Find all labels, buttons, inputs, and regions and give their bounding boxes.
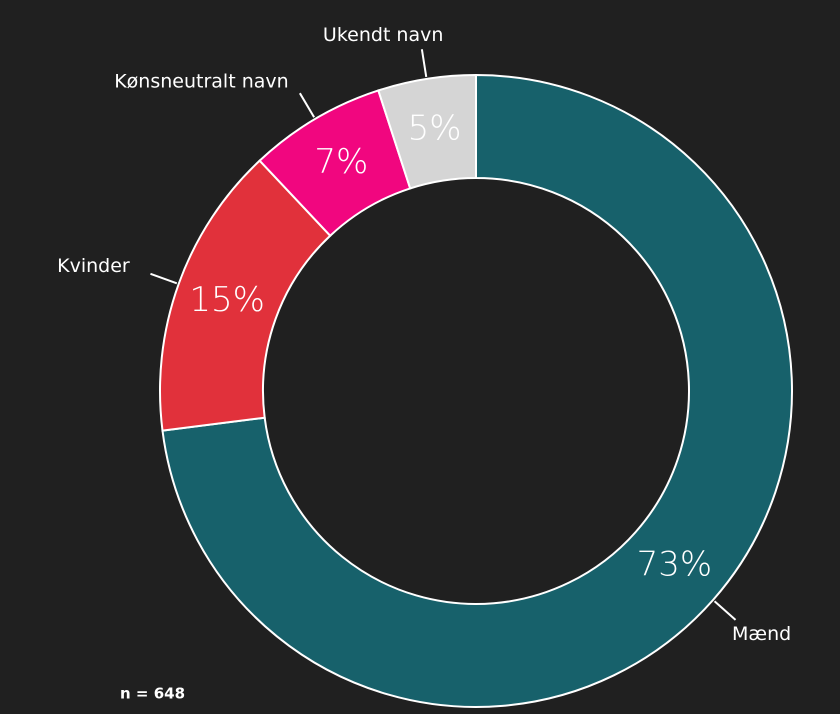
leader-line [150,272,178,285]
donut-segment [161,73,793,708]
value-label: 73% [637,544,713,584]
value-label: 5% [408,108,462,148]
category-label: Ukendt navn [323,24,444,46]
leader-line [713,600,737,621]
value-label: 15% [189,280,265,320]
category-label: Kønsneutralt navn [114,71,288,93]
donut-segment [377,73,477,190]
annotation: n = 648 [120,685,185,703]
category-label: Kvinder [57,255,130,277]
leader-line [299,92,315,118]
value-label: 7% [314,142,368,182]
category-label: Mænd [732,623,791,645]
leader-line [420,49,428,78]
